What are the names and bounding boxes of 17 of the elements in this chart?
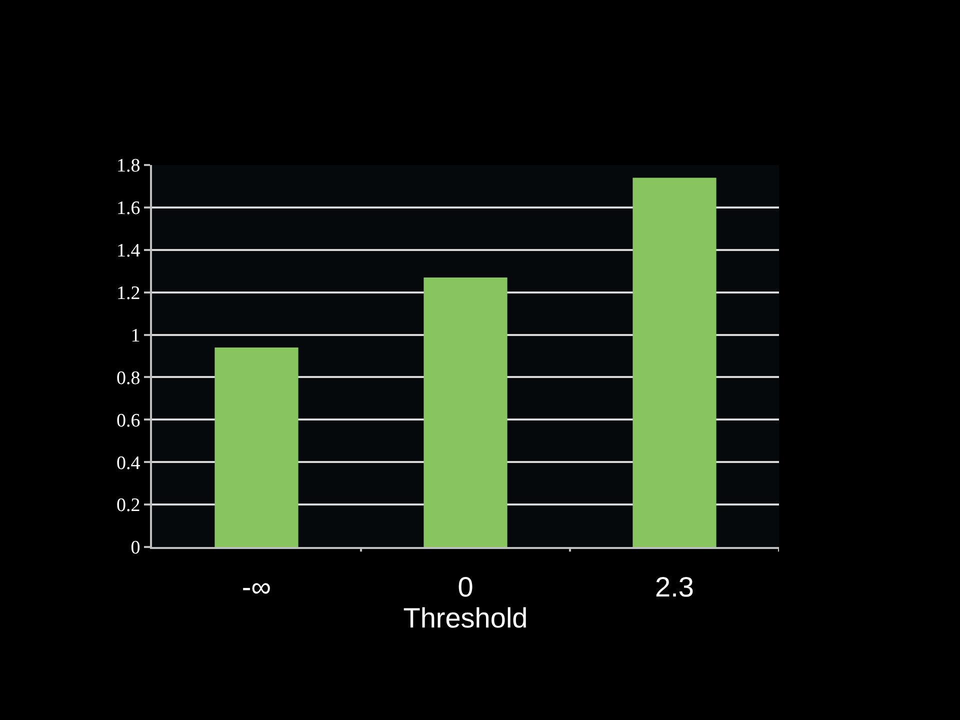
y-tick-label: 0 <box>130 538 140 559</box>
y-tick-label: 1.2 <box>116 282 140 304</box>
y-tick-label: 0.6 <box>116 410 140 432</box>
y-tick-label: 0.2 <box>116 495 140 516</box>
x-tick-label: -∞ <box>242 572 272 603</box>
bar <box>214 348 298 547</box>
y-tick-label: 1 <box>130 325 140 346</box>
x-tick-label: 0 <box>458 572 474 603</box>
x-axis-title: Threshold <box>403 602 528 634</box>
y-tick-label: 0.4 <box>116 452 141 474</box>
y-tick-label: 1.4 <box>116 240 141 262</box>
y-tick-label: 0.8 <box>116 368 140 389</box>
bar <box>632 178 716 547</box>
bar <box>424 277 508 547</box>
y-tick-label: 1.8 <box>116 156 140 177</box>
x-tick-label: 2.3 <box>655 572 694 603</box>
y-tick-label: 1.6 <box>116 198 140 220</box>
